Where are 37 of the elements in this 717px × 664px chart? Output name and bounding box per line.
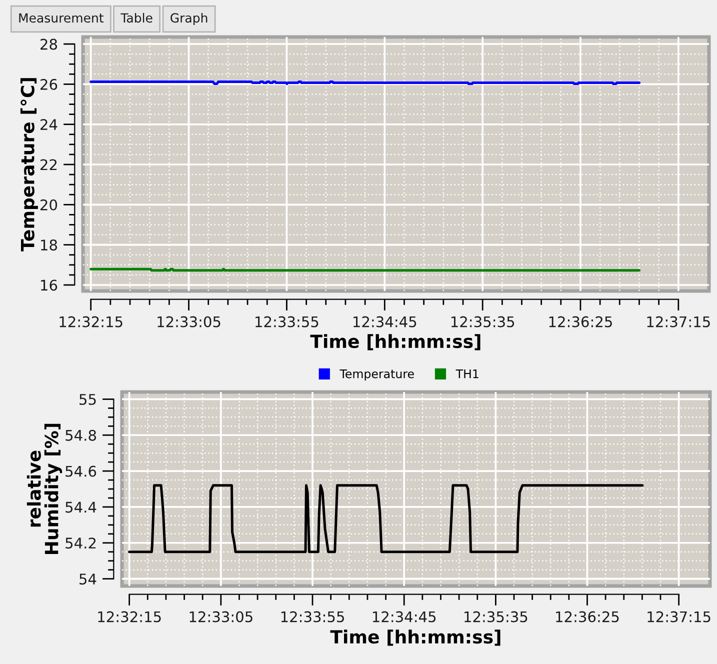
text: Measurement	[19, 13, 104, 23]
legend-label: Temperature	[340, 369, 414, 381]
x-tick-label: 12:37:15	[648, 611, 710, 622]
x-axis-title: Time [hh:mm:ss]	[330, 630, 500, 646]
text: Table	[120, 12, 152, 23]
x-tick-label: 12:33:05	[190, 611, 252, 622]
x-tick-label: 12:33:05	[158, 316, 220, 328]
y-tick-label: 54.4	[66, 502, 96, 513]
x-tick-label: 12:36:25	[549, 316, 612, 328]
y-tick-label: 26	[40, 78, 58, 90]
y-tick-label: 54.2	[66, 538, 96, 549]
x-tick-label: 12:34:45	[354, 316, 416, 328]
x-tick-label: 12:34:45	[372, 611, 436, 622]
y-axis-title: Temperature [°C]	[20, 78, 38, 252]
x-tick-label: 12:32:15	[98, 611, 161, 622]
y-tick-label: 55	[80, 394, 96, 405]
x-tick-label: 12:37:15	[647, 316, 710, 328]
y-tick-label: 18	[41, 240, 57, 251]
x-tick-label: 12:33:55	[256, 316, 318, 328]
y-axis-title: relative Humidity [%]	[26, 424, 62, 554]
y-tick-label: 24	[40, 119, 58, 130]
x-tick-label: 12:35:35	[451, 316, 514, 328]
x-tick-label: 12:32:15	[60, 316, 122, 328]
x-tick-label: 12:35:35	[464, 611, 528, 622]
x-tick-label: 12:36:25	[556, 611, 619, 622]
y-tick-label: 54	[80, 574, 96, 585]
legend-label: TH1	[456, 369, 478, 378]
text: Graph	[170, 12, 208, 26]
y-tick-label: 16	[41, 280, 58, 291]
y-tick-label: 28	[40, 38, 57, 50]
y-tick-label: 20	[40, 199, 58, 210]
y-tick-label: 22	[40, 159, 57, 170]
y-tick-label: 54.8	[66, 430, 96, 441]
x-axis-title: Time [hh:mm:ss]	[310, 334, 480, 350]
y-tick-label: 54.6	[66, 466, 96, 477]
line-series	[128, 484, 644, 554]
x-tick-label: 12:33:55	[281, 611, 344, 622]
